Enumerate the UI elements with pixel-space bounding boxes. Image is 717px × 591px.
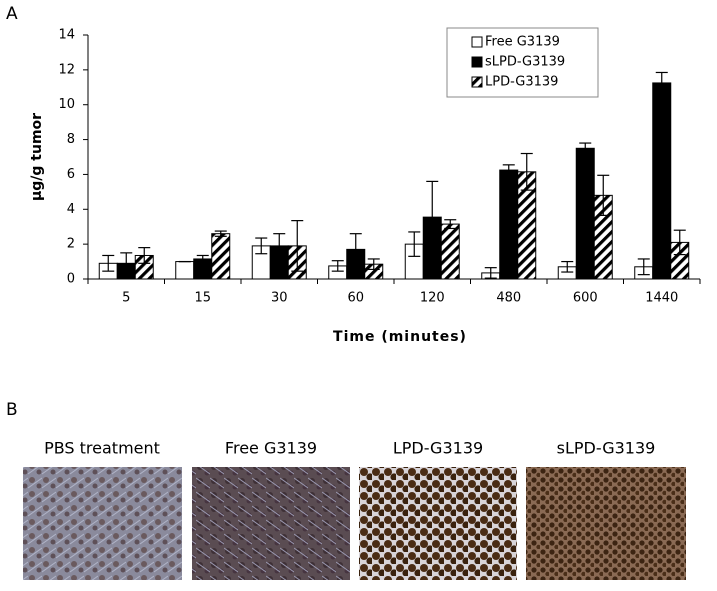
error-bar: [655, 71, 668, 94]
x-tick-label: 600: [573, 291, 598, 306]
legend-label: sLPD-G3139: [485, 55, 565, 70]
x-tick-label: 15: [194, 291, 211, 306]
bar: [652, 82, 672, 280]
legend-label: LPD-G3139: [485, 75, 558, 90]
bar: [440, 223, 460, 280]
x-axis-label: Time (minutes): [333, 329, 467, 345]
y-tick-label: 8: [67, 132, 75, 147]
error-bar: [597, 174, 610, 216]
error-bar: [520, 152, 533, 191]
image-title: Free G3139: [225, 439, 317, 458]
legend-swatch: [471, 56, 483, 68]
x-tick-label: 30: [271, 291, 288, 306]
error-bar: [444, 219, 457, 230]
error-bar: [196, 254, 209, 264]
bar: [575, 147, 595, 280]
error-bar: [349, 233, 362, 266]
error-bar: [331, 260, 344, 272]
x-tick-label: 480: [496, 291, 521, 306]
y-tick-label: 4: [67, 202, 75, 217]
micrograph: [359, 467, 517, 580]
error-bar: [138, 247, 151, 264]
panel-label: A: [6, 4, 18, 24]
panel-label: B: [6, 400, 18, 420]
error-bar: [637, 258, 650, 276]
image-title: PBS treatment: [44, 439, 160, 458]
error-bar: [673, 229, 686, 256]
x-tick-label: 120: [420, 291, 445, 306]
x-tick-label: 5: [122, 291, 130, 306]
error-bar: [408, 231, 421, 257]
micrograph: [192, 467, 350, 580]
legend-swatch: [471, 36, 483, 48]
x-tick-label: 60: [347, 291, 364, 306]
error-bar: [120, 252, 133, 275]
bar: [499, 169, 519, 280]
error-bar: [255, 237, 268, 255]
error-bar: [273, 233, 286, 259]
x-tick-label: 1440: [645, 291, 678, 306]
y-tick-label: 10: [58, 97, 75, 112]
image-title: sLPD-G3139: [557, 439, 656, 458]
legend-swatch: [471, 76, 483, 88]
legend-label: Free G3139: [485, 35, 560, 50]
bar: [211, 233, 231, 280]
error-bar: [426, 180, 439, 254]
y-tick-label: 6: [67, 167, 75, 182]
bar: [175, 261, 195, 280]
images: [23, 467, 686, 580]
y-tick-label: 2: [67, 237, 75, 252]
error-bar: [579, 142, 592, 155]
error-bar: [214, 230, 227, 237]
error-bar: [484, 267, 497, 279]
error-bar: [502, 164, 515, 176]
error-bar: [561, 260, 574, 273]
y-tick-label: 14: [58, 28, 75, 43]
y-axis-label: µg/g tumor: [29, 113, 45, 201]
error-bar: [367, 258, 380, 271]
error-bar: [291, 220, 304, 272]
image-title: LPD-G3139: [393, 439, 483, 458]
micrograph: [526, 467, 686, 580]
y-tick-label: 12: [58, 62, 75, 77]
y-tick-label: 0: [67, 272, 75, 287]
micrograph: [23, 467, 182, 580]
error-bar: [102, 254, 115, 272]
